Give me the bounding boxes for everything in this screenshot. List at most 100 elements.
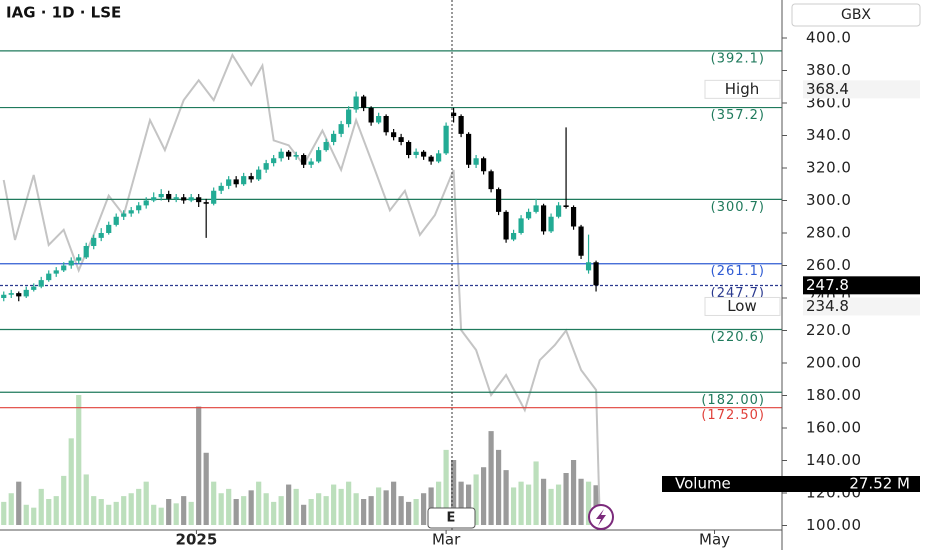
- volume-bar: [391, 481, 397, 525]
- volume-bar: [241, 496, 247, 525]
- volume-bar: [98, 499, 104, 525]
- candle-body: [241, 176, 247, 185]
- volume-bar: [525, 484, 532, 525]
- volume-bar: [428, 487, 434, 525]
- candle-body: [570, 207, 577, 227]
- volume-bar: [308, 499, 314, 525]
- volume-bar: [226, 488, 232, 525]
- candle-body: [271, 158, 277, 164]
- low-value: 234.8: [806, 297, 849, 315]
- level-label: (300.7): [711, 200, 765, 215]
- volume-bar: [1, 501, 7, 525]
- y-tick-label: 300.0: [806, 191, 851, 209]
- volume-badge-box: [662, 476, 920, 492]
- candle-body: [226, 179, 232, 186]
- candle-body: [451, 112, 457, 116]
- volume-bar: [248, 490, 254, 525]
- candle-body: [593, 262, 599, 286]
- candle-body: [480, 158, 487, 172]
- candle-body: [293, 155, 299, 157]
- volume-bar: [8, 493, 14, 525]
- volume-bar: [271, 501, 277, 525]
- candle-body: [286, 151, 292, 157]
- candle-body: [495, 189, 502, 212]
- currency-button[interactable]: [791, 3, 921, 27]
- currency-label: GBX: [841, 7, 871, 23]
- low-value-box: [803, 297, 920, 316]
- candle-body: [503, 211, 509, 240]
- candle-body: [331, 133, 337, 142]
- volume-bar: [368, 496, 374, 525]
- candle-body: [578, 226, 584, 256]
- candle-body: [8, 293, 14, 295]
- volume-bar: [143, 481, 149, 525]
- candle-body: [68, 260, 74, 266]
- volume-bar: [181, 496, 187, 525]
- volume-bar: [16, 481, 22, 525]
- volume-bar: [121, 496, 127, 525]
- volume-bar: [38, 488, 44, 525]
- volume-bar: [61, 475, 67, 525]
- candle-body: [428, 156, 434, 162]
- candle-body: [98, 233, 104, 238]
- last-price-label: 247.8: [806, 276, 849, 294]
- high-value: 368.4: [806, 80, 849, 98]
- level-label: (172.50): [701, 408, 765, 423]
- volume-bar: [458, 481, 464, 525]
- candle-body: [166, 194, 172, 199]
- volume-bar: [166, 499, 172, 525]
- earnings-marker: E: [447, 511, 456, 526]
- title-bg: [0, 2, 215, 24]
- volume-bar: [218, 493, 224, 525]
- volume-bar: [548, 488, 554, 525]
- volume-bar: [301, 504, 307, 525]
- candle-body: [353, 96, 359, 110]
- candle-body: [218, 185, 224, 191]
- candle-body: [203, 202, 209, 204]
- volume-bar: [503, 470, 509, 525]
- x-tick-label: Mar: [432, 531, 461, 549]
- volume-bar: [23, 504, 29, 525]
- candle-body: [91, 237, 97, 246]
- level-label: (357.2): [711, 108, 765, 123]
- candle-body: [196, 197, 202, 203]
- candle-body: [256, 169, 262, 180]
- candle-body: [31, 286, 37, 290]
- high-value-box: [803, 80, 920, 99]
- candle-body: [510, 233, 517, 240]
- candle-body: [585, 262, 592, 271]
- low-label-box: [704, 296, 781, 316]
- volume-bar: [263, 493, 269, 525]
- candle-body: [473, 158, 479, 165]
- candle-body: [563, 205, 569, 207]
- candle-body: [398, 137, 404, 142]
- volume-bar: [570, 460, 577, 525]
- volume-bar: [68, 438, 74, 525]
- candle-body: [158, 194, 164, 198]
- last-price-box: [803, 276, 920, 295]
- volume-bar: [376, 487, 382, 525]
- volume-bar: [413, 499, 419, 525]
- volume-bar: [406, 501, 412, 525]
- volume-bar: [203, 452, 209, 525]
- volume-bar: [256, 481, 262, 525]
- volume-bar: [211, 481, 217, 525]
- volume-bar: [196, 406, 202, 525]
- candle-body: [323, 142, 329, 151]
- volume-bar: [533, 461, 539, 525]
- candle-body: [548, 216, 554, 232]
- y-tick-label: 340.0: [806, 126, 851, 144]
- high-label-box: [704, 79, 781, 99]
- y-tick-label: 380.0: [806, 61, 851, 79]
- candle-body: [406, 142, 412, 155]
- candle-body: [1, 294, 7, 298]
- candle-body: [211, 190, 217, 204]
- candle-body: [188, 197, 194, 201]
- y-tick-label: 140.00: [806, 451, 862, 469]
- candle-body: [23, 289, 29, 297]
- earnings-box[interactable]: [427, 507, 476, 529]
- volume-badge-value: 27.52 M: [849, 475, 910, 493]
- candle-body: [540, 205, 547, 232]
- volume-bar: [173, 503, 179, 525]
